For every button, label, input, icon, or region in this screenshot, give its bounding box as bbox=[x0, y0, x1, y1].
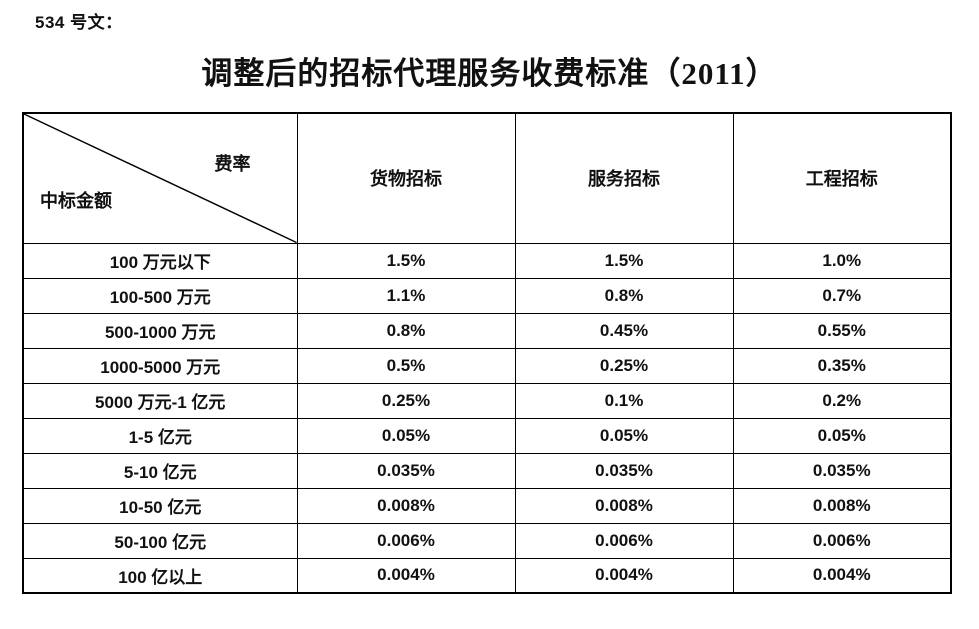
row-label: 1-5 亿元 bbox=[22, 417, 298, 454]
rate-cell: 0.5% bbox=[296, 347, 516, 384]
corner-label-bid-amount: 中标金额 bbox=[40, 190, 112, 211]
rate-cell: 0.05% bbox=[514, 417, 734, 454]
rate-cell: 1.5% bbox=[514, 242, 734, 279]
table-header-row: 费率 中标金额 货物招标 服务招标 工程招标 bbox=[22, 112, 952, 244]
rate-cell: 0.004% bbox=[732, 557, 952, 594]
rate-cell: 0.7% bbox=[732, 277, 952, 314]
row-label: 100 万元以下 bbox=[22, 242, 298, 279]
row-label: 50-100 亿元 bbox=[22, 522, 298, 559]
rate-cell: 0.035% bbox=[296, 452, 516, 489]
rate-cell: 0.035% bbox=[514, 452, 734, 489]
row-label: 100 亿以上 bbox=[22, 557, 298, 594]
rate-cell: 0.35% bbox=[732, 347, 952, 384]
rate-cell: 0.035% bbox=[732, 452, 952, 489]
diagonal-corner-cell: 费率 中标金额 bbox=[22, 112, 298, 244]
rate-cell: 0.25% bbox=[296, 382, 516, 419]
rate-cell: 0.8% bbox=[296, 312, 516, 349]
row-label: 500-1000 万元 bbox=[22, 312, 298, 349]
corner-label-rate: 费率 bbox=[214, 154, 251, 174]
table-row: 100 万元以下 1.5% 1.5% 1.0% bbox=[22, 242, 952, 279]
table-row: 1000-5000 万元 0.5% 0.25% 0.35% bbox=[22, 347, 952, 384]
diagonal-divider-line bbox=[24, 114, 297, 243]
rate-cell: 1.1% bbox=[296, 277, 516, 314]
row-label: 100-500 万元 bbox=[22, 277, 298, 314]
table-row: 10-50 亿元 0.008% 0.008% 0.008% bbox=[22, 487, 952, 524]
row-label: 1000-5000 万元 bbox=[22, 347, 298, 384]
table-row: 100-500 万元 1.1% 0.8% 0.7% bbox=[22, 277, 952, 314]
table-row: 5-10 亿元 0.035% 0.035% 0.035% bbox=[22, 452, 952, 489]
rate-cell: 1.5% bbox=[296, 242, 516, 279]
column-header-engineering: 工程招标 bbox=[732, 112, 952, 244]
rate-cell: 0.006% bbox=[732, 522, 952, 559]
rate-cell: 0.008% bbox=[514, 487, 734, 524]
rate-cell: 1.0% bbox=[732, 242, 952, 279]
table-row: 500-1000 万元 0.8% 0.45% 0.55% bbox=[22, 312, 952, 349]
page-title: 调整后的招标代理服务收费标准（2011） bbox=[201, 56, 778, 91]
row-label: 5000 万元-1 亿元 bbox=[22, 382, 298, 419]
rate-cell: 0.004% bbox=[296, 557, 516, 594]
table-row: 100 亿以上 0.004% 0.004% 0.004% bbox=[22, 557, 952, 594]
row-label: 10-50 亿元 bbox=[22, 487, 298, 524]
row-label: 5-10 亿元 bbox=[22, 452, 298, 489]
rate-cell: 0.05% bbox=[732, 417, 952, 454]
rate-cell: 0.45% bbox=[514, 312, 734, 349]
rate-cell: 0.8% bbox=[514, 277, 734, 314]
rate-cell: 0.006% bbox=[514, 522, 734, 559]
rate-cell: 0.25% bbox=[514, 347, 734, 384]
rate-cell: 0.55% bbox=[732, 312, 952, 349]
rate-cell: 0.2% bbox=[732, 382, 952, 419]
document-number: 534 号文： bbox=[35, 13, 123, 32]
rate-cell: 0.004% bbox=[514, 557, 734, 594]
rate-cell: 0.1% bbox=[514, 382, 734, 419]
rate-cell: 0.008% bbox=[732, 487, 952, 524]
rate-cell: 0.05% bbox=[296, 417, 516, 454]
table-row: 50-100 亿元 0.006% 0.006% 0.006% bbox=[22, 522, 952, 559]
column-header-services: 服务招标 bbox=[514, 112, 734, 244]
table-row: 1-5 亿元 0.05% 0.05% 0.05% bbox=[22, 417, 952, 454]
rate-cell: 0.006% bbox=[296, 522, 516, 559]
fee-rate-table: 费率 中标金额 货物招标 服务招标 工程招标 100 万元以下 1.5% 1.5… bbox=[22, 112, 952, 594]
rate-cell: 0.008% bbox=[296, 487, 516, 524]
table-row: 5000 万元-1 亿元 0.25% 0.1% 0.2% bbox=[22, 382, 952, 419]
column-header-goods: 货物招标 bbox=[296, 112, 516, 244]
